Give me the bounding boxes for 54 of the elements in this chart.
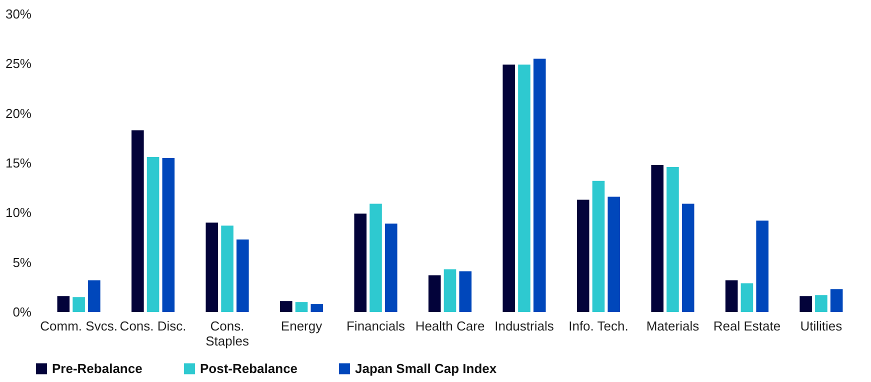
bar xyxy=(459,271,472,312)
y-tick-label: 0% xyxy=(12,304,32,320)
bar xyxy=(576,200,590,312)
y-tick-label: 25% xyxy=(5,56,32,72)
bar xyxy=(310,304,324,312)
bar xyxy=(57,296,70,312)
y-tick-label: 20% xyxy=(5,106,32,121)
bar xyxy=(533,58,546,312)
bar xyxy=(518,64,530,312)
bar xyxy=(725,280,738,312)
bar xyxy=(830,289,843,312)
x-tick-label: Comm. Svcs. xyxy=(40,318,118,334)
x-tick-label: Info. Tech. xyxy=(568,318,628,334)
x-tick-label: Cons. Disc. xyxy=(120,318,186,334)
bar xyxy=(132,130,144,312)
x-tick-label: Materials xyxy=(646,318,700,334)
bar xyxy=(146,157,160,312)
legend-label: Japan Small Cap Index xyxy=(355,360,498,376)
y-tick-label: 5% xyxy=(12,254,32,270)
x-tick-label: Energy xyxy=(280,318,323,334)
bar xyxy=(384,224,398,312)
x-tick-label: Cons. Staples xyxy=(206,318,250,348)
bar xyxy=(608,196,620,312)
bar xyxy=(800,296,812,312)
bar xyxy=(682,204,694,312)
bar xyxy=(502,64,516,312)
y-tick-label: 10% xyxy=(5,205,32,220)
x-tick-label: Utilities xyxy=(800,318,843,334)
bar xyxy=(354,214,367,312)
bar xyxy=(295,302,308,312)
x-tick-label: Industrials xyxy=(494,318,554,334)
bar xyxy=(236,239,249,312)
bar xyxy=(88,280,100,312)
bar xyxy=(592,180,605,312)
legend-label: Post-Rebalance xyxy=(200,360,298,376)
bar xyxy=(72,297,85,312)
bar xyxy=(666,166,679,312)
bar xyxy=(444,269,456,312)
bar xyxy=(162,158,175,312)
y-tick-label: 15% xyxy=(5,156,32,170)
x-tick-label: Real Estate xyxy=(713,318,781,334)
x-tick-label: Financials xyxy=(346,318,406,334)
y-tick-label: 30% xyxy=(5,6,32,22)
bar xyxy=(756,220,768,312)
bar xyxy=(651,164,664,312)
bar xyxy=(815,295,828,312)
x-tick-label: Health Care xyxy=(415,318,485,334)
bar xyxy=(740,283,754,312)
bar xyxy=(280,301,292,312)
bar xyxy=(206,222,218,312)
bar xyxy=(221,226,234,312)
bar xyxy=(428,275,441,312)
legend-label: Pre-Rebalance xyxy=(52,360,142,376)
bar xyxy=(370,204,382,312)
